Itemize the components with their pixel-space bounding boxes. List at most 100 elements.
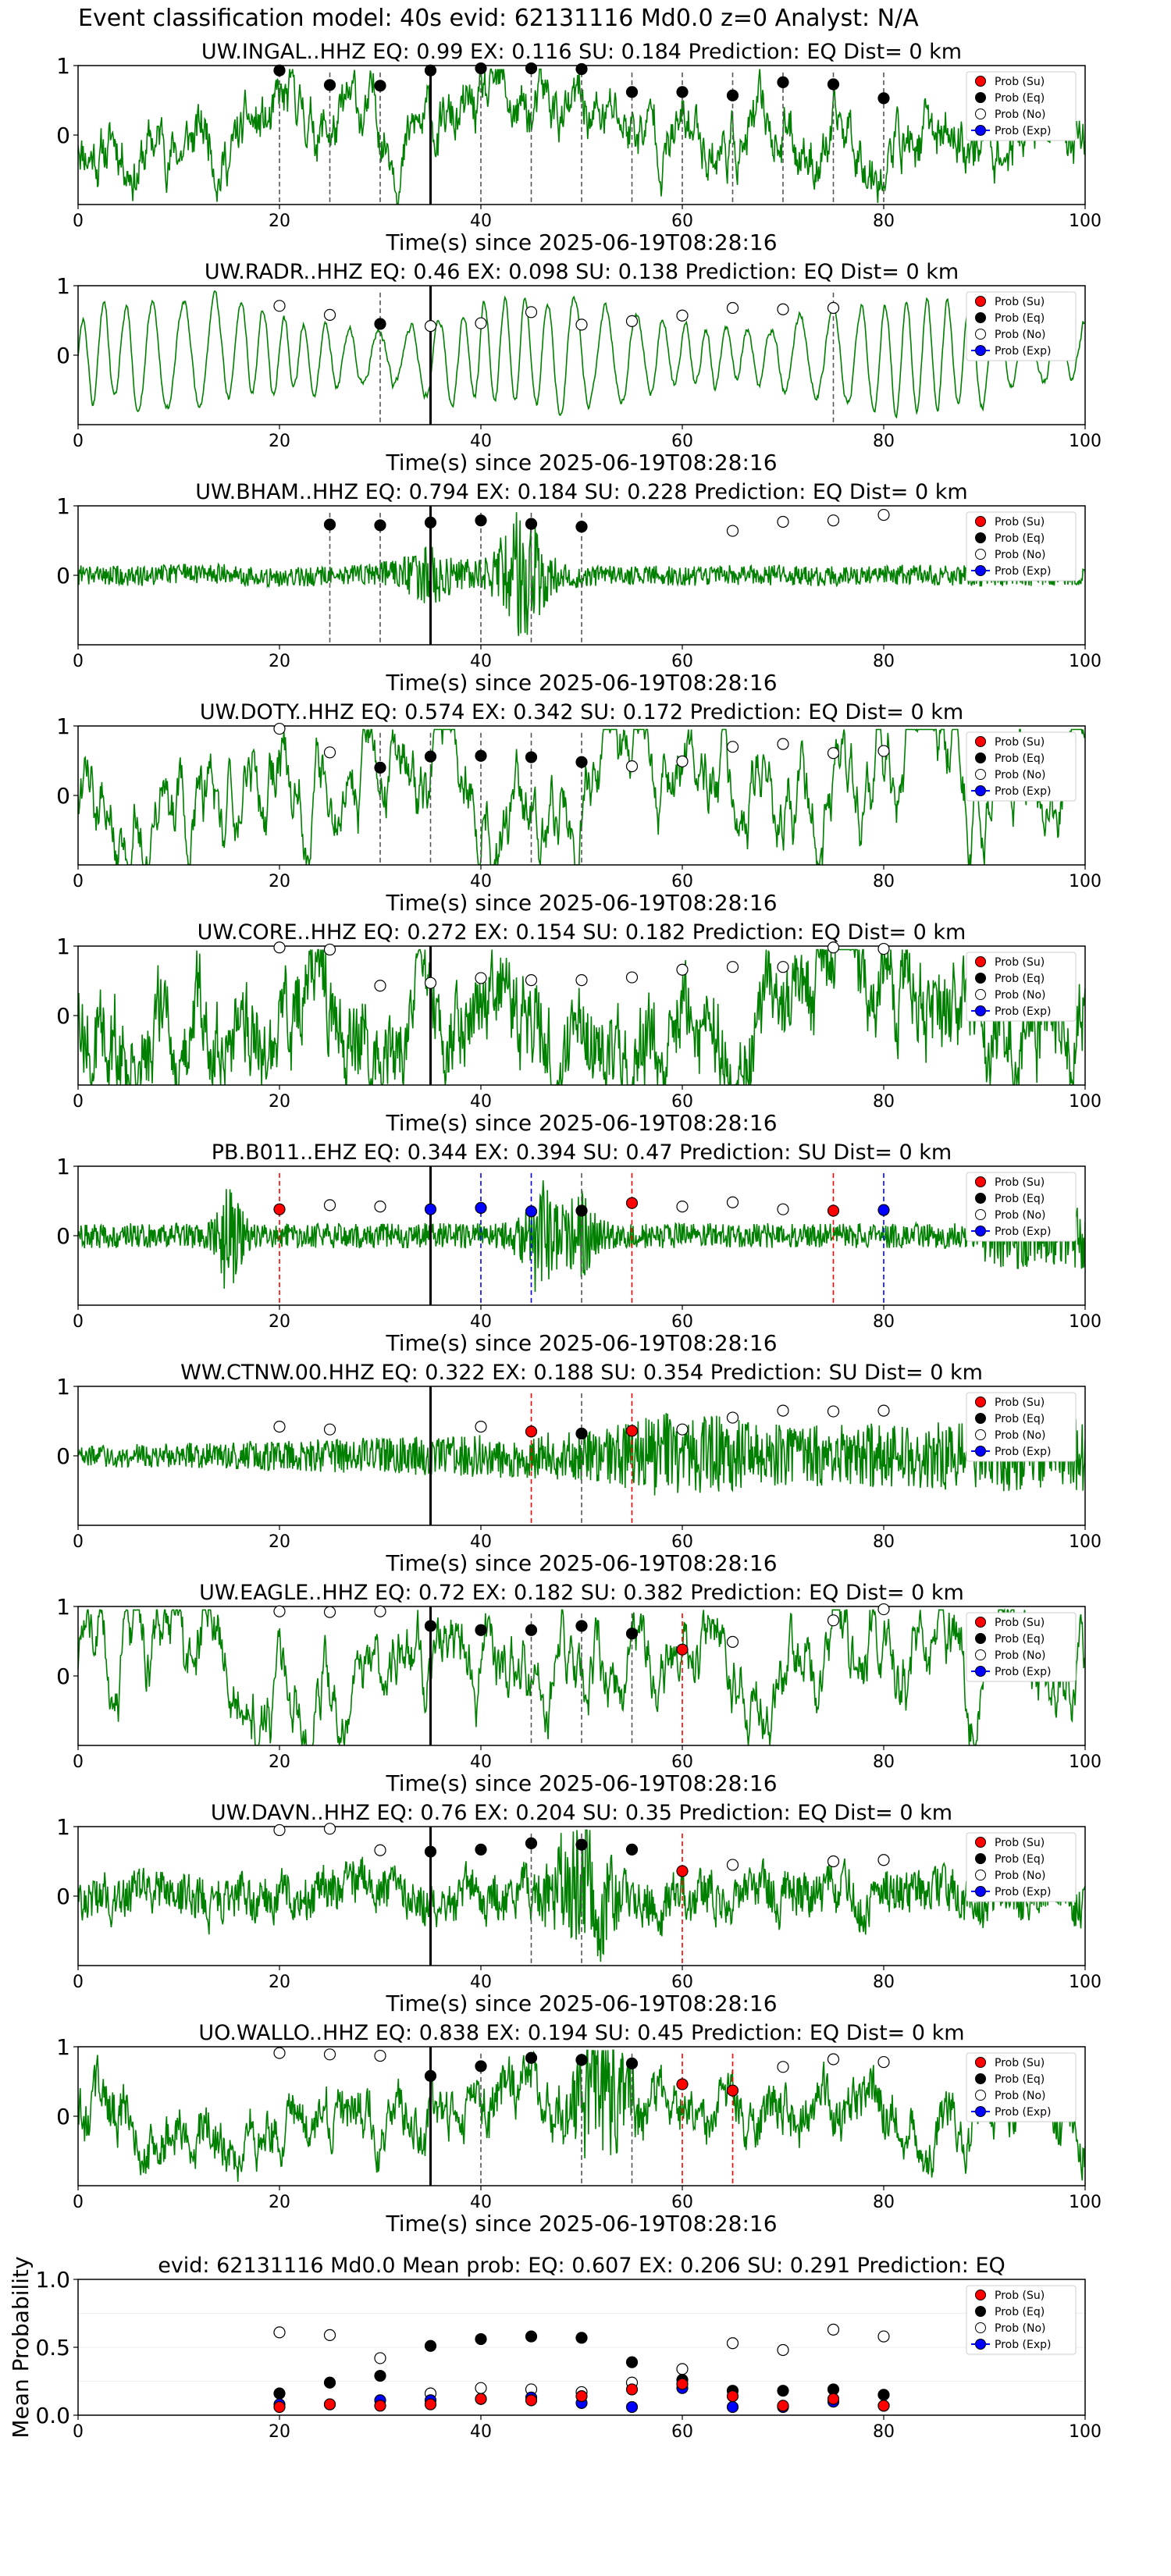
legend-marker-exp bbox=[975, 565, 986, 576]
prob-marker-no bbox=[877, 1603, 890, 1616]
mean-marker-su bbox=[827, 2393, 840, 2405]
mean-marker-eq bbox=[777, 2385, 789, 2397]
prob-marker-no bbox=[273, 300, 286, 312]
prob-marker-eq bbox=[575, 1427, 588, 1440]
legend-marker-exp bbox=[975, 1886, 986, 1897]
prob-marker-eq bbox=[374, 318, 386, 330]
prob-marker-no bbox=[676, 1201, 689, 1213]
panel-title: evid: 62131116 Md0.0 Mean prob: EQ: 0.60… bbox=[158, 2254, 1005, 2278]
prob-marker-no bbox=[273, 941, 286, 954]
prob-marker-eq bbox=[575, 1838, 588, 1851]
prob-marker-eq bbox=[374, 761, 386, 774]
x-axis-label: Time(s) since 2025-06-19T08:28:16 bbox=[385, 450, 777, 475]
prob-marker-eq bbox=[273, 64, 286, 76]
legend-marker-no bbox=[975, 989, 986, 1000]
legend-label-eq: Prob (Eq) bbox=[995, 312, 1045, 325]
legend-marker-su bbox=[975, 2290, 986, 2300]
x-tick-label: 80 bbox=[873, 212, 895, 231]
waveform-trace bbox=[78, 1180, 1085, 1293]
prob-marker-no bbox=[323, 746, 336, 759]
mean-marker-no bbox=[475, 2382, 487, 2394]
legend-marker-eq bbox=[975, 532, 986, 543]
mean-marker-no bbox=[726, 2337, 739, 2350]
legend: Prob (Su) Prob (Eq) Prob (No) Prob (Exp) bbox=[966, 731, 1077, 802]
x-tick-label: 40 bbox=[470, 2422, 492, 2442]
legend-marker-su bbox=[975, 736, 986, 747]
prob-marker-no bbox=[827, 941, 840, 954]
legend-marker-su bbox=[975, 516, 986, 527]
prob-marker-no bbox=[273, 722, 286, 735]
y-tick-label: 0 bbox=[56, 1003, 70, 1029]
prob-marker-no bbox=[726, 301, 739, 315]
prob-marker-exp bbox=[424, 1203, 437, 1215]
prob-marker-no bbox=[777, 1404, 789, 1417]
panel-title: UW.EAGLE..HHZ EQ: 0.72 EX: 0.182 SU: 0.3… bbox=[199, 1581, 964, 1605]
waveform-trace bbox=[78, 1608, 1085, 1745]
legend-label-no: Prob (No) bbox=[995, 2090, 1046, 2102]
x-tick-label: 40 bbox=[470, 1092, 492, 1112]
x-tick-label: 20 bbox=[269, 1312, 290, 1332]
mean-marker-eq bbox=[475, 2332, 487, 2346]
prob-marker-no bbox=[877, 1854, 890, 1866]
prob-marker-no bbox=[726, 1196, 739, 1208]
x-tick-label: 100 bbox=[1069, 1973, 1102, 1992]
prob-marker-no bbox=[575, 318, 588, 331]
prob-marker-no bbox=[323, 1199, 336, 1212]
station-panel: UW.INGAL..HHZ EQ: 0.99 EX: 0.116 SU: 0.1… bbox=[56, 40, 1102, 255]
mean-marker-no bbox=[676, 2363, 689, 2375]
legend: Prob (Su) Prob (Eq) Prob (No) Prob (Exp) bbox=[966, 291, 1077, 361]
legend-label-exp: Prob (Exp) bbox=[995, 2106, 1052, 2119]
prob-marker-no bbox=[424, 320, 437, 333]
panel-title: UW.RADR..HHZ EQ: 0.46 EX: 0.098 SU: 0.13… bbox=[205, 260, 959, 284]
x-tick-label: 100 bbox=[1069, 1532, 1102, 1552]
x-tick-label: 80 bbox=[873, 1312, 895, 1332]
x-tick-label: 40 bbox=[470, 2193, 492, 2212]
legend-label-eq: Prob (Eq) bbox=[995, 92, 1045, 105]
x-tick-label: 100 bbox=[1069, 1312, 1102, 1332]
prob-marker-no bbox=[323, 308, 336, 321]
legend-marker-su bbox=[975, 296, 986, 307]
legend-label-su: Prob (Su) bbox=[995, 1617, 1045, 1629]
prob-marker-eq bbox=[475, 62, 487, 75]
legend: Prob (Su) Prob (Eq) Prob (No) Prob (Exp) bbox=[966, 71, 1077, 141]
x-tick-label: 60 bbox=[671, 2193, 693, 2212]
prob-marker-eq bbox=[424, 1620, 437, 1632]
legend-marker-exp bbox=[975, 2106, 986, 2117]
prob-marker-no bbox=[777, 515, 789, 528]
mean-marker-eq bbox=[374, 2369, 386, 2382]
x-tick-label: 20 bbox=[269, 1752, 290, 1772]
x-tick-label: 60 bbox=[671, 212, 693, 231]
x-axis-label: Time(s) since 2025-06-19T08:28:16 bbox=[385, 229, 777, 255]
prob-marker-su bbox=[676, 1643, 689, 1656]
x-tick-label: 60 bbox=[671, 652, 693, 671]
prob-marker-no bbox=[323, 1823, 336, 1835]
legend-label-exp: Prob (Exp) bbox=[995, 1005, 1052, 1018]
x-axis-label: Time(s) since 2025-06-19T08:28:16 bbox=[385, 670, 777, 696]
y-tick-label: 1 bbox=[56, 934, 70, 959]
legend-frame bbox=[966, 1612, 1077, 1682]
mean-marker-no bbox=[323, 2329, 336, 2341]
y-tick-label: 0 bbox=[56, 343, 70, 368]
y-tick-label: 1 bbox=[56, 1154, 70, 1179]
legend-label-su: Prob (Su) bbox=[995, 1837, 1045, 1849]
x-tick-label: 80 bbox=[873, 1973, 895, 1992]
legend-label-no: Prob (No) bbox=[995, 109, 1046, 121]
y-tick-label: 0.5 bbox=[35, 2335, 70, 2361]
prob-marker-eq bbox=[525, 1837, 538, 1849]
prob-marker-eq bbox=[575, 1620, 588, 1632]
legend-label-no: Prob (No) bbox=[995, 1429, 1046, 1442]
legend-label-exp: Prob (Exp) bbox=[995, 345, 1052, 358]
x-tick-label: 80 bbox=[873, 1752, 895, 1772]
y-tick-label: 1 bbox=[56, 1374, 70, 1400]
legend-label-eq: Prob (Eq) bbox=[995, 753, 1045, 765]
prob-marker-no bbox=[777, 303, 789, 315]
prob-marker-no bbox=[827, 1405, 840, 1418]
station-panel: UW.CORE..HHZ EQ: 0.272 EX: 0.154 SU: 0.1… bbox=[56, 920, 1102, 1136]
prob-marker-no bbox=[323, 1423, 336, 1436]
legend-label-eq: Prob (Eq) bbox=[995, 1193, 1045, 1205]
station-panel: WW.CTNW.00.HHZ EQ: 0.322 EX: 0.188 SU: 0… bbox=[56, 1361, 1102, 1576]
mean-probability-panel: evid: 62131116 Md0.0 Mean prob: EQ: 0.60… bbox=[8, 2254, 1102, 2442]
prob-marker-no bbox=[475, 317, 487, 329]
x-tick-label: 0 bbox=[73, 432, 84, 451]
